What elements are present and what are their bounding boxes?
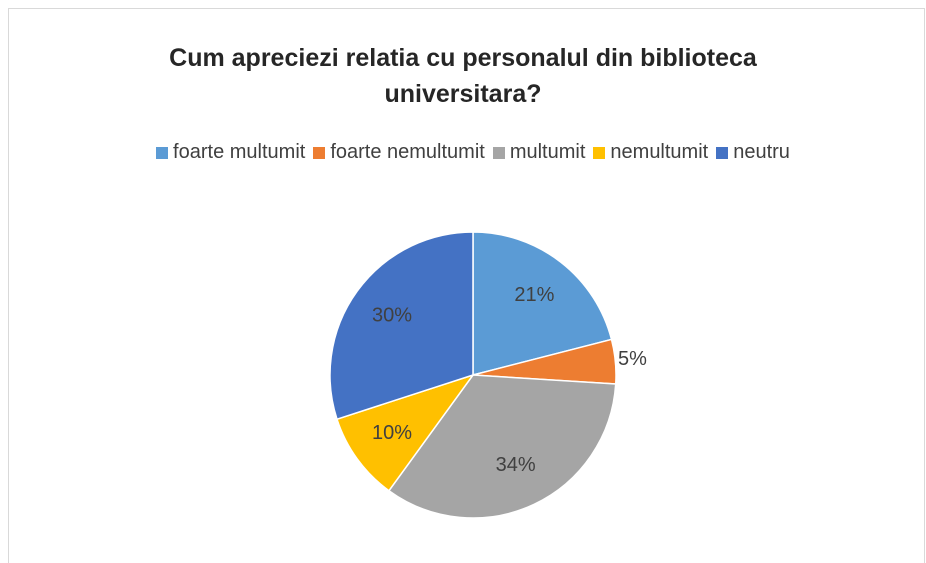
pie-slice <box>472 231 613 376</box>
pie-slice <box>387 374 617 519</box>
legend-label: multumit <box>509 141 586 163</box>
pie-slice <box>336 373 475 492</box>
data-label: 21% <box>514 284 554 306</box>
chart-border <box>8 8 925 563</box>
legend-item: neutru <box>716 141 790 164</box>
data-label: 10% <box>372 422 412 444</box>
legend-label: nemultumit <box>610 141 709 163</box>
legend-item: foarte nemultumit <box>313 141 485 164</box>
legend-label: foarte multumit <box>173 141 306 163</box>
data-label: 34% <box>496 454 536 476</box>
legend-item: multumit <box>492 141 586 164</box>
legend-swatch <box>492 146 505 159</box>
data-label: 5% <box>618 348 647 370</box>
legend-item: nemultumit <box>593 141 708 164</box>
legend: foarte multumit foarte nemultumit multumit… <box>0 141 926 164</box>
legend-swatch <box>313 146 326 159</box>
legend-swatch <box>593 146 606 159</box>
legend-swatch <box>716 146 729 159</box>
legend-label: neutru <box>733 141 790 163</box>
legend-item: foarte multumit <box>156 141 305 164</box>
pie-slice <box>329 231 474 421</box>
data-label: 30% <box>372 304 412 326</box>
legend-swatch <box>156 146 169 159</box>
chart-title: Cum apreciezi relatia cu personalul din … <box>169 44 757 108</box>
legend-label: foarte nemultumit <box>330 141 485 163</box>
